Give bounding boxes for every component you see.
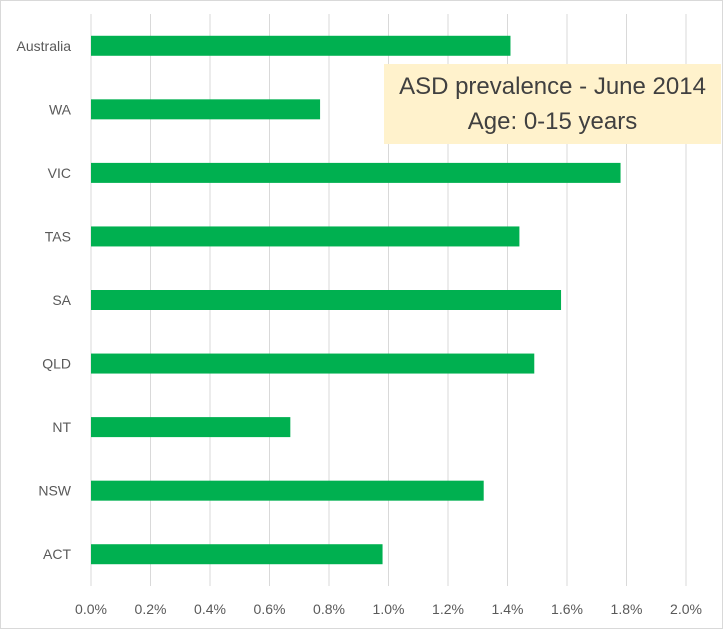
bar-tas — [91, 226, 520, 247]
x-tick-label: 0.6% — [254, 601, 286, 617]
x-tick-label: 0.8% — [313, 601, 345, 617]
category-label-vic: VIC — [48, 165, 71, 181]
x-tick-label: 1.6% — [551, 601, 583, 617]
x-tick-label: 0.0% — [75, 601, 107, 617]
x-tick-label: 1.4% — [492, 601, 524, 617]
x-tick-labels: 0.0% 0.2% 0.4% 0.6% 0.8% 1.0% 1.2% 1.4% 1.6% 1.8%… — [75, 601, 702, 617]
category-label-nt: NT — [52, 419, 71, 435]
chart-title: ASD prevalence - June 2014 — [399, 73, 706, 100]
category-label-sa: SA — [52, 292, 71, 308]
bar-qld — [91, 353, 535, 374]
x-tick-label: 0.4% — [194, 601, 226, 617]
bar-nt — [91, 417, 291, 438]
bar-nsw — [91, 480, 484, 501]
bars — [91, 35, 621, 565]
bar-wa — [91, 99, 321, 120]
bar-act — [91, 544, 383, 565]
x-tick-label: 0.2% — [135, 601, 167, 617]
chart-title-box: ASD prevalence - June 2014 Age: 0-15 yea… — [384, 64, 721, 144]
x-tick-label: 2.0% — [670, 601, 702, 617]
bar-australia — [91, 35, 511, 56]
x-tick-label: 1.8% — [611, 601, 643, 617]
chart-subtitle: Age: 0-15 years — [467, 108, 638, 135]
x-tick-label: 1.2% — [432, 601, 464, 617]
bar-vic — [91, 162, 621, 183]
category-label-nsw: NSW — [38, 483, 71, 499]
category-label-qld: QLD — [42, 356, 71, 372]
x-tick-label: 1.0% — [373, 601, 405, 617]
category-label-act: ACT — [43, 546, 71, 562]
category-label-wa: WA — [49, 101, 72, 117]
category-label-tas: TAS — [45, 228, 71, 244]
category-label-australia: Australia — [17, 38, 72, 54]
category-labels: Australia WA VIC TAS SA QLD NT NSW ACT — [17, 38, 72, 562]
bar-sa — [91, 290, 562, 310]
